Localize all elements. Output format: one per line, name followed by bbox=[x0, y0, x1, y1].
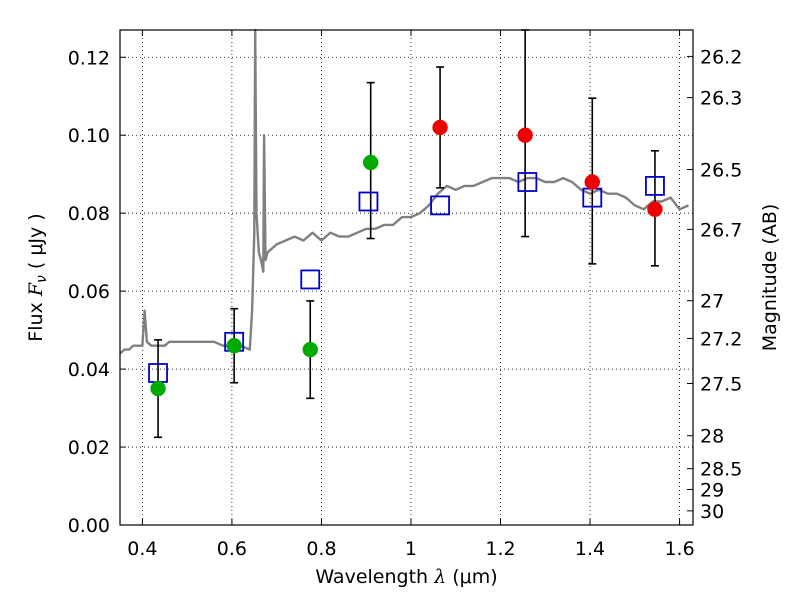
y-tick-label: 0.02 bbox=[68, 437, 110, 459]
y-tick-label: 0.10 bbox=[68, 125, 110, 147]
model-square-marker bbox=[358, 191, 379, 212]
x-axis-label: Wavelength λ (μm) bbox=[315, 566, 497, 588]
data-point-green bbox=[150, 380, 166, 397]
y-tick-label: 0.00 bbox=[68, 515, 110, 537]
y-tick-label: 0.12 bbox=[68, 47, 110, 69]
model-square-marker bbox=[645, 176, 665, 196]
y2-tick-label: 28 bbox=[700, 426, 724, 448]
data-point-green bbox=[362, 154, 379, 171]
y-tick-label: 0.06 bbox=[68, 281, 110, 303]
spectrum-line bbox=[119, 28, 689, 355]
y-axis-ticks: 0.00 0.02 0.04 0.06 0.08 0.10 0.12 bbox=[68, 47, 126, 537]
y2-tick-label: 27.2 bbox=[700, 328, 742, 350]
errorbars bbox=[154, 29, 659, 439]
x-tick-label: 0.4 bbox=[127, 538, 157, 560]
y2-tick-label: 29 bbox=[700, 479, 724, 501]
y2-tick-label: 26.2 bbox=[700, 46, 742, 68]
data-point-red bbox=[517, 127, 533, 143]
y2-tick-label: 28.5 bbox=[700, 459, 742, 481]
y2-tick-label: 27 bbox=[700, 291, 724, 313]
x-tick-label: 1.4 bbox=[575, 538, 605, 560]
y2-tick-label: 26.7 bbox=[700, 219, 742, 241]
data-point-red bbox=[584, 174, 601, 190]
x-tick-label: 1.2 bbox=[485, 538, 515, 560]
y2-axis-label: Magnitude (AB) bbox=[759, 204, 781, 352]
y-tick-label: 0.04 bbox=[68, 359, 110, 381]
grid bbox=[120, 30, 693, 526]
x-tick-label: 1 bbox=[405, 538, 417, 560]
y-axis-label: Flux Fν ( μJy ) bbox=[25, 213, 50, 341]
y2-tick-label: 26.3 bbox=[700, 88, 742, 110]
x-tick-label: 1.6 bbox=[664, 538, 694, 560]
y2-tick-label: 30 bbox=[700, 501, 724, 523]
x-axis-ticks: 0.4 0.6 0.8 1 1.2 1.4 1.6 bbox=[127, 30, 695, 560]
data-point-red bbox=[647, 201, 663, 218]
x-tick-label: 0.8 bbox=[306, 538, 336, 560]
y2-tick-label: 26.5 bbox=[700, 160, 742, 182]
model-square-marker bbox=[300, 269, 321, 290]
plot-frame bbox=[119, 29, 694, 526]
y2-tick-label: 27.5 bbox=[700, 373, 742, 395]
spectrum-line-series bbox=[119, 28, 689, 355]
markers bbox=[148, 119, 665, 397]
model-square-marker bbox=[517, 172, 538, 192]
x-tick-label: 0.6 bbox=[217, 538, 247, 560]
data-point-green bbox=[302, 341, 319, 358]
data-point-green bbox=[226, 337, 242, 354]
model-square-marker bbox=[430, 195, 450, 216]
y-tick-label: 0.08 bbox=[68, 203, 110, 225]
data-point-red bbox=[432, 119, 448, 136]
